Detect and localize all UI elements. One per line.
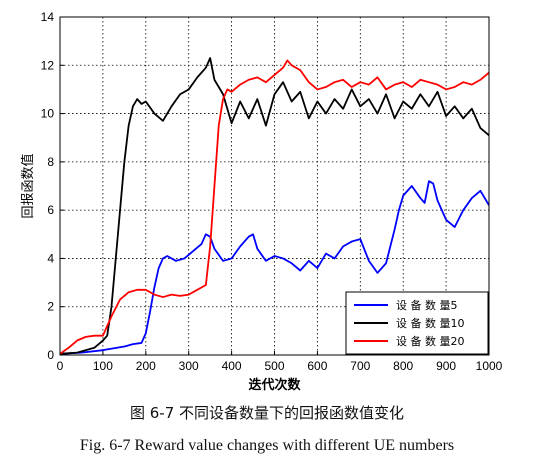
- x-tick-label: 1000: [476, 359, 503, 373]
- figure-caption-english: Fig. 6-7 Reward value changes with diffe…: [79, 437, 455, 454]
- series-layer: [60, 57, 489, 355]
- x-tick-label: 900: [436, 359, 456, 373]
- legend-label: 设 备 数 量10: [396, 316, 465, 330]
- x-tick-label: 200: [136, 359, 156, 373]
- x-tick-label: 800: [393, 359, 413, 373]
- figure-caption-chinese: 图 6-7 不同设备数量下的回报函数值变化: [129, 404, 405, 422]
- series-line-2: [60, 57, 489, 355]
- y-tick-label: 8: [47, 155, 54, 169]
- x-tick-label: 100: [93, 359, 113, 373]
- x-tick-label: 500: [264, 359, 284, 373]
- axis-ticks: 0 100 200 300 400 500 600 700 800 900 1000 0 2 4 6 8 10 1…: [41, 10, 503, 373]
- legend-label: 设 备 数 量20: [396, 334, 465, 348]
- y-tick-label: 14: [41, 10, 55, 24]
- y-tick-label: 12: [41, 58, 55, 72]
- y-tick-label: 2: [47, 300, 54, 314]
- x-tick-label: 600: [307, 359, 327, 373]
- y-tick-label: 4: [47, 251, 54, 265]
- x-tick-label: 0: [57, 359, 64, 373]
- legend-label: 设 备 数 量5: [396, 298, 458, 312]
- x-tick-label: 700: [350, 359, 370, 373]
- x-tick-label: 400: [222, 359, 242, 373]
- reward-chart: 0 100 200 300 400 500 600 700 800 900 1000 0 2 4 6 8 10 1…: [20, 10, 503, 393]
- series-line-1: [60, 180, 489, 355]
- x-tick-label: 300: [179, 359, 199, 373]
- legend: 设 备 数 量5 设 备 数 量10 设 备 数 量20: [345, 291, 489, 355]
- x-axis-label: 迭代次数: [248, 377, 301, 393]
- y-tick-label: 6: [47, 203, 54, 217]
- y-tick-label: 0: [47, 348, 54, 362]
- series-line-3: [60, 59, 489, 355]
- y-tick-label: 10: [41, 107, 55, 121]
- y-axis-label: 回报函数值: [20, 153, 36, 218]
